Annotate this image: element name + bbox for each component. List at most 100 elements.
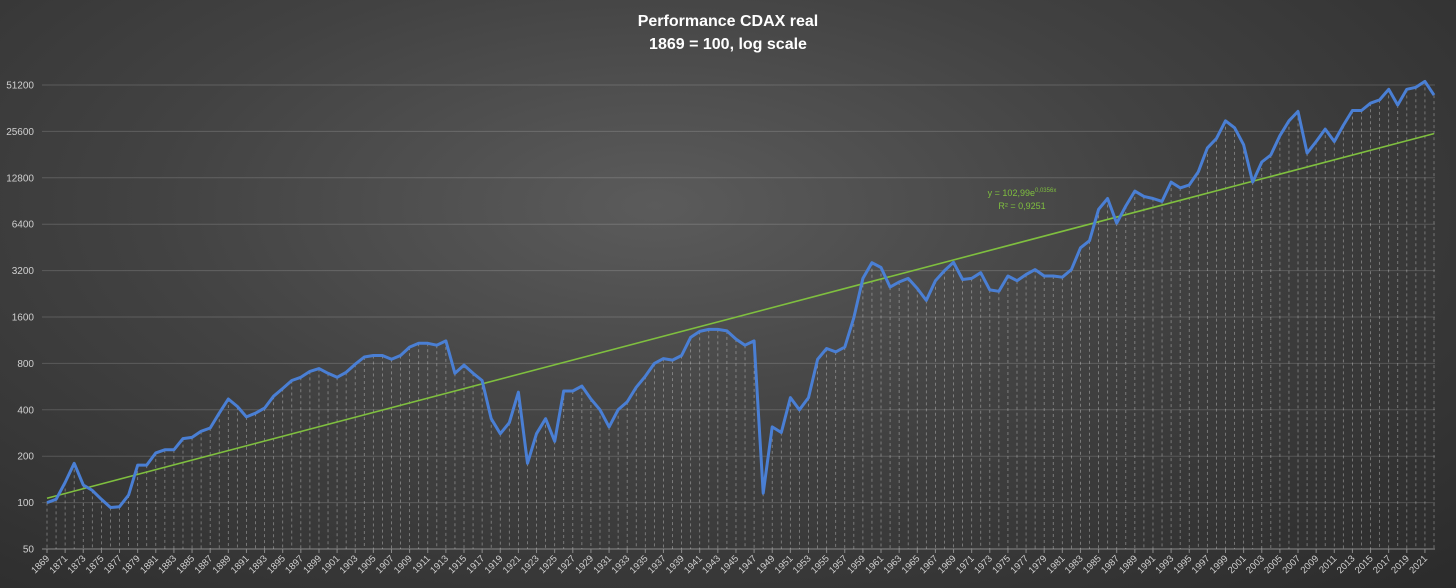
y-tick-label: 25600 xyxy=(6,127,34,138)
x-tick-label: 1931 xyxy=(591,553,614,576)
x-tick-label: 1981 xyxy=(1045,553,1068,576)
x-tick-label: 1897 xyxy=(283,553,306,576)
y-tick-label: 3200 xyxy=(12,266,35,277)
x-tick-label: 1877 xyxy=(102,553,125,576)
y-tick-label: 1600 xyxy=(12,313,35,324)
x-tick-label: 1913 xyxy=(428,553,451,576)
x-tick-label: 1883 xyxy=(156,553,179,576)
x-tick-label: 2013 xyxy=(1335,553,1358,576)
x-tick-label: 1915 xyxy=(446,553,469,576)
x-tick-label: 1921 xyxy=(501,553,524,576)
x-tick-label: 1907 xyxy=(374,553,397,576)
x-tick-label: 1871 xyxy=(48,553,71,576)
trendline-label: y = 102,99e0,0356x R² = 0,9251 xyxy=(988,188,1057,211)
x-tick-label: 1957 xyxy=(827,553,850,576)
x-axis: 1869187118731875187718791881188318851887… xyxy=(29,549,1430,576)
trendline xyxy=(46,132,1435,500)
series-layer xyxy=(46,79,1436,509)
x-tick-label: 1939 xyxy=(664,553,687,576)
x-tick-label: 1923 xyxy=(519,553,542,576)
x-tick-label: 2011 xyxy=(1317,553,1339,575)
x-tick-label: 1937 xyxy=(646,553,669,576)
x-tick-label: 1903 xyxy=(338,553,361,576)
x-tick-label: 1885 xyxy=(174,553,197,576)
x-tick-label: 1905 xyxy=(356,553,379,576)
x-tick-label: 1985 xyxy=(1081,553,1104,576)
x-tick-label: 1945 xyxy=(718,553,741,576)
x-tick-label: 1955 xyxy=(809,553,832,576)
y-tick-label: 100 xyxy=(17,498,34,509)
x-tick-label: 2003 xyxy=(1244,553,1267,576)
y-tick-label: 800 xyxy=(17,359,34,370)
x-tick-label: 1977 xyxy=(1008,553,1031,576)
x-tick-label: 1901 xyxy=(319,553,342,576)
x-tick-label: 1941 xyxy=(682,553,705,576)
x-tick-label: 1997 xyxy=(1190,553,1213,576)
chart-title-line-2: 1869 = 100, log scale xyxy=(649,36,807,53)
x-tick-label: 1961 xyxy=(863,553,886,576)
trendline-equation-exponent: 0,0356x xyxy=(1035,188,1056,194)
x-tick-label: 2009 xyxy=(1299,553,1322,576)
x-tick-label: 1951 xyxy=(773,553,796,576)
x-tick-label: 1881 xyxy=(138,553,161,576)
x-tick-label: 1953 xyxy=(791,553,814,576)
x-tick-label: 1875 xyxy=(84,553,107,576)
series-line xyxy=(46,79,1436,509)
x-tick-label: 1983 xyxy=(1063,553,1086,576)
trendline-r-squared: R² = 0,9251 xyxy=(998,201,1045,211)
x-tick-label: 1899 xyxy=(301,553,324,576)
x-tick-label: 1935 xyxy=(628,553,651,576)
x-tick-label: 1879 xyxy=(120,553,143,576)
x-tick-label: 1873 xyxy=(66,553,89,576)
x-tick-label: 2001 xyxy=(1226,553,1249,576)
y-tick-label: 50 xyxy=(23,545,35,556)
y-tick-label: 6400 xyxy=(12,220,35,231)
x-tick-label: 1987 xyxy=(1099,553,1122,576)
x-tick-label: 1869 xyxy=(29,553,52,576)
x-tick-label: 1991 xyxy=(1135,553,1158,576)
x-tick-label: 2021 xyxy=(1407,553,1430,576)
x-tick-label: 1919 xyxy=(483,553,506,576)
x-tick-label: 1995 xyxy=(1172,553,1195,576)
trendline-equation: y = 102,99e0,0356x xyxy=(988,188,1057,198)
x-tick-label: 1895 xyxy=(265,553,288,576)
x-tick-label: 1963 xyxy=(882,553,905,576)
x-tick-label: 1893 xyxy=(247,553,270,576)
x-tick-label: 1959 xyxy=(845,553,868,576)
y-tick-label: 400 xyxy=(17,405,34,416)
x-tick-label: 1911 xyxy=(411,553,433,575)
x-tick-label: 1973 xyxy=(972,553,995,576)
x-tick-label: 1967 xyxy=(918,553,941,576)
x-tick-label: 1969 xyxy=(936,553,959,576)
x-tick-label: 1929 xyxy=(573,553,596,576)
x-tick-label: 2019 xyxy=(1389,553,1412,576)
x-tick-label: 1947 xyxy=(736,553,759,576)
x-tick-label: 1909 xyxy=(392,553,415,576)
x-tick-label: 2007 xyxy=(1280,553,1303,576)
x-tick-label: 1917 xyxy=(465,553,488,576)
y-tick-label: 12800 xyxy=(6,173,34,184)
x-tick-label: 1925 xyxy=(537,553,560,576)
x-tick-label: 2015 xyxy=(1353,553,1376,576)
x-tick-label: 1999 xyxy=(1208,553,1231,576)
x-tick-label: 1887 xyxy=(193,553,216,576)
x-tick-label: 1891 xyxy=(229,553,252,576)
x-tick-label: 1889 xyxy=(211,553,234,576)
x-tick-label: 1989 xyxy=(1117,553,1140,576)
x-tick-label: 2005 xyxy=(1262,553,1285,576)
chart-title-line-1: Performance CDAX real xyxy=(638,13,819,30)
drop-lines xyxy=(46,81,1435,549)
x-tick-label: 1971 xyxy=(954,553,977,576)
y-axis: 50 100 200 400 800 1600 3200 6400 12800 25600 5120… xyxy=(6,81,34,556)
x-tick-label: 1949 xyxy=(755,553,778,576)
x-tick-label: 1943 xyxy=(700,553,723,576)
x-tick-label: 1927 xyxy=(555,553,578,576)
y-tick-label: 51200 xyxy=(6,81,34,92)
y-tick-label: 200 xyxy=(17,452,34,463)
x-tick-label: 2017 xyxy=(1371,553,1394,576)
x-tick-label: 1993 xyxy=(1153,553,1176,576)
x-tick-label: 1979 xyxy=(1027,553,1050,576)
x-tick-label: 1933 xyxy=(610,553,633,576)
trendline-line xyxy=(46,132,1435,500)
